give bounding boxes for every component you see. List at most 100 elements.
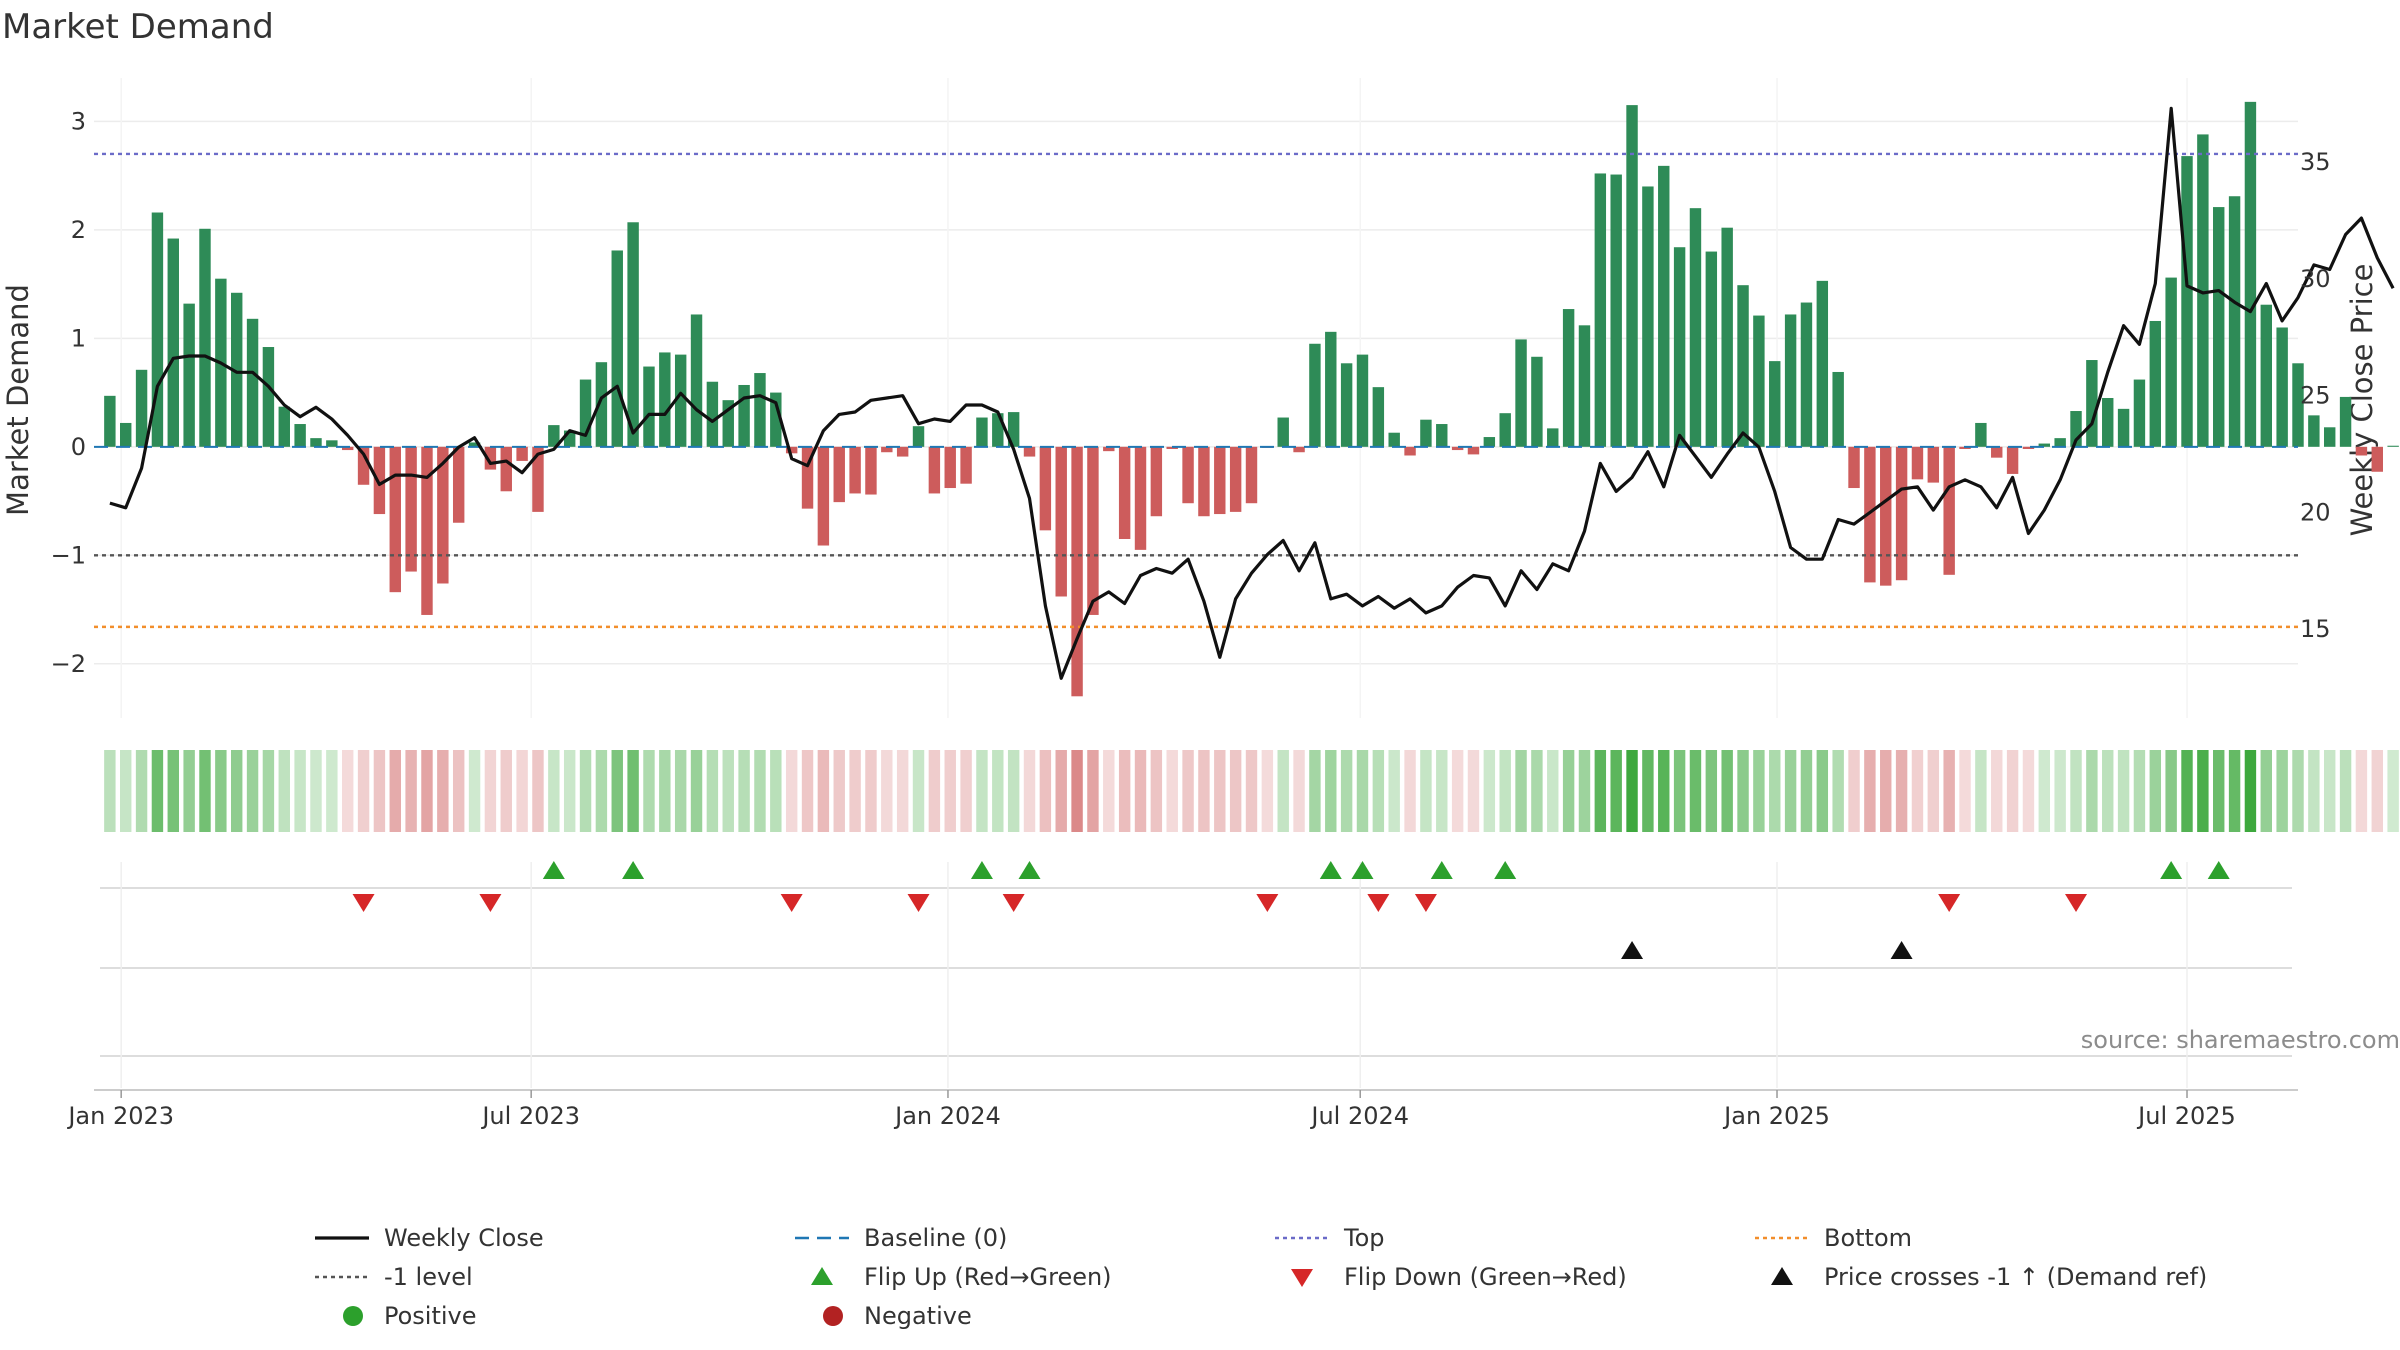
demand-bar <box>833 446 845 503</box>
demand-bar <box>310 438 322 447</box>
x-tick-label: Jul 2023 <box>480 1102 580 1130</box>
heat-cell <box>960 750 972 832</box>
demand-bar <box>1039 446 1052 531</box>
heat-cell <box>896 750 909 832</box>
heat-cell <box>1087 750 1099 832</box>
demand-bar <box>452 446 465 523</box>
flip-down-marker <box>1367 894 1390 912</box>
heat-cell <box>1800 750 1813 832</box>
demand-bar <box>2213 207 2225 447</box>
demand-bar <box>2102 398 2114 447</box>
demand-bar <box>1451 446 1464 451</box>
y-tick-label: −2 <box>51 650 86 678</box>
demand-bar <box>183 303 195 447</box>
heat-cell <box>1118 750 1131 832</box>
demand-bar <box>2086 360 2098 447</box>
legend-item: Price crosses -1 ↑ (Demand ref) <box>1771 1263 2207 1291</box>
heat-cell <box>1277 750 1289 832</box>
demand-bar <box>2133 379 2146 447</box>
legend-label: Price crosses -1 ↑ (Demand ref) <box>1824 1263 2207 1291</box>
flip-down-marker <box>2065 894 2088 912</box>
heat-cell <box>865 750 877 832</box>
heat-cell <box>1420 750 1432 832</box>
demand-bar <box>1404 446 1416 456</box>
flip-up-marker <box>1351 861 1374 879</box>
y2-tick-label: 20 <box>2300 498 2331 526</box>
demand-bar <box>801 446 814 509</box>
heat-cell <box>2228 750 2241 832</box>
heat-cell <box>1721 750 1733 832</box>
heat-cell <box>2133 750 2146 832</box>
demand-bar <box>1626 105 1638 447</box>
demand-bar <box>1547 428 1559 447</box>
demand-bar <box>500 446 512 492</box>
legend-swatch <box>1291 1269 1313 1287</box>
heat-cell <box>1404 750 1416 832</box>
heat-cell <box>2244 750 2257 832</box>
heat-cell <box>516 750 528 832</box>
demand-bar <box>1943 446 1955 575</box>
heat-cell <box>437 750 449 832</box>
legend-swatch <box>1771 1267 1793 1285</box>
heat-cell <box>738 750 750 832</box>
heat-cell <box>2197 750 2209 832</box>
heat-cell <box>2260 750 2272 832</box>
x-tick-label: Jul 2025 <box>2136 1102 2236 1130</box>
demand-bar <box>1531 356 1543 447</box>
demand-bar <box>1071 446 1083 697</box>
demand-bar <box>231 292 243 447</box>
heat-cell <box>1610 750 1622 832</box>
heat-cell <box>1578 750 1591 832</box>
heat-cell <box>1705 750 1718 832</box>
demand-bar <box>1689 208 1702 447</box>
heat-cell <box>1150 750 1163 832</box>
legend-item: Positive <box>343 1302 477 1330</box>
demand-bar <box>1832 371 1844 447</box>
demand-bar <box>1007 412 1020 447</box>
heat-cell <box>1991 750 2003 832</box>
demand-bar <box>960 446 972 484</box>
demand-bar <box>421 446 433 615</box>
heat-cell <box>992 750 1004 832</box>
demand-bar <box>1562 309 1575 447</box>
heat-cell <box>262 750 275 832</box>
demand-bar <box>1372 387 1385 447</box>
reference-lines <box>94 152 2298 629</box>
demand-bar <box>104 395 116 447</box>
demand-bar <box>1214 446 1226 515</box>
flip-up-marker <box>1494 861 1517 879</box>
heat-cell <box>579 750 592 832</box>
heat-cell <box>357 750 370 832</box>
heat-cell <box>1325 750 1337 832</box>
flip-up-marker <box>622 861 645 879</box>
demand-bar <box>595 362 608 447</box>
legend-label: -1 level <box>384 1263 473 1291</box>
demand-bar <box>1705 251 1718 447</box>
heat-cell <box>421 750 433 832</box>
demand-bar <box>246 318 259 447</box>
demand-bar <box>1515 339 1527 447</box>
demand-bar <box>373 446 386 515</box>
demand-bar <box>770 392 782 447</box>
y2-ticks: 15 20 25 30 35 <box>2300 148 2331 643</box>
heat-cell <box>2165 750 2177 832</box>
price-line-group <box>109 106 2395 680</box>
demand-bar <box>2308 415 2320 447</box>
heat-cell <box>1959 750 1971 832</box>
legend-label: Positive <box>384 1302 477 1330</box>
demand-bar <box>1118 446 1131 540</box>
demand-bar <box>1103 446 1115 452</box>
demand-bar <box>659 352 671 447</box>
heat-strip <box>104 750 2399 832</box>
heat-cell <box>1895 750 1908 832</box>
demand-bar <box>2339 396 2352 447</box>
heat-cell <box>2086 750 2098 832</box>
heat-cell <box>785 750 798 832</box>
heat-cell <box>1499 750 1511 832</box>
demand-bar <box>1055 446 1067 597</box>
heat-cell <box>310 750 322 832</box>
heat-cell <box>215 750 227 832</box>
demand-bar <box>2054 438 2066 447</box>
demand-bar <box>1420 419 1432 447</box>
